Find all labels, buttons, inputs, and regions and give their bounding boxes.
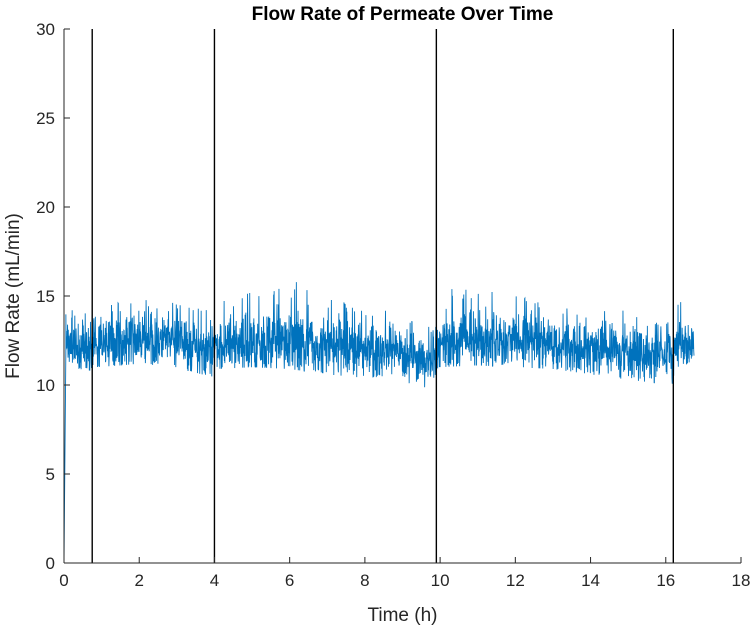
y-axis-label: Flow Rate (mL/min) [3, 213, 24, 379]
y-tick-label-0: 0 [46, 554, 55, 573]
chart-title: Flow Rate of Permeate Over Time [252, 4, 554, 25]
x-tick-label-8: 16 [656, 571, 675, 590]
y-tick-label-4: 20 [36, 198, 55, 217]
x-tick-label-1: 2 [134, 571, 143, 590]
y-tick-label-3: 15 [36, 287, 55, 306]
y-tick-label-1: 5 [46, 465, 55, 484]
x-tick-label-3: 6 [285, 571, 294, 590]
x-tick-label-4: 8 [360, 571, 369, 590]
x-tick-label-0: 0 [59, 571, 68, 590]
series-layer [63, 282, 695, 564]
x-tick-label-5: 10 [431, 571, 450, 590]
vertical-lines [91, 29, 674, 563]
y-tick-label-6: 30 [36, 20, 55, 39]
ticks: 0 2 4 6 8 10 12 14 16 18 0 5 10 15 20 25 30 [36, 20, 750, 590]
x-tick-label-7: 14 [581, 571, 600, 590]
x-tick-label-2: 4 [210, 571, 219, 590]
y-tick-label-5: 25 [36, 109, 55, 128]
axes [63, 29, 741, 564]
x-tick-label-9: 18 [732, 571, 751, 590]
y-tick-label-2: 10 [36, 376, 55, 395]
x-tick-label-6: 12 [506, 571, 525, 590]
x-axis-label: Time (h) [367, 605, 437, 626]
series-line-0 [63, 282, 695, 564]
